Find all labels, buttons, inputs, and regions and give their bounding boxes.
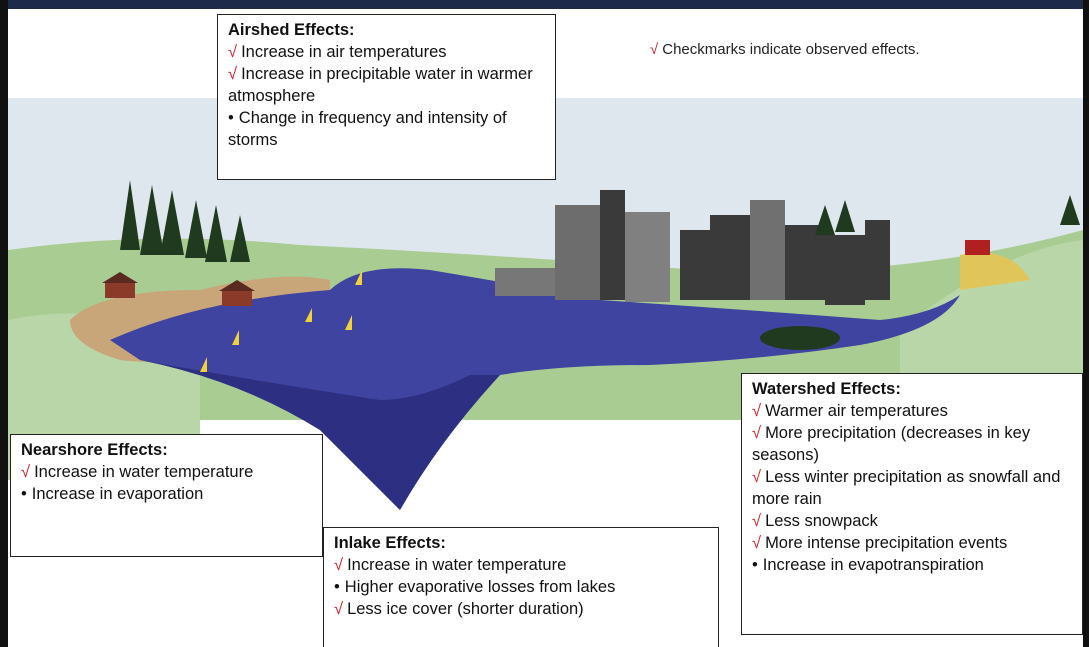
effect-text: More intense precipitation events: [765, 534, 1008, 552]
effect-item: √ Increase in precipitable water in warme…: [228, 63, 545, 107]
effect-item: √ Increase in water temperature: [334, 554, 708, 576]
effect-text: More precipitation (decreases in key sea…: [752, 424, 1031, 464]
box-title: Airshed Effects:: [228, 21, 355, 39]
effect-item: • Increase in evapotranspiration: [752, 554, 1072, 576]
effect-item: √ More intense precipitation events: [752, 532, 1072, 554]
sailboats: [200, 270, 362, 372]
box-title: Inlake Effects:: [334, 534, 446, 552]
effect-item: • Change in frequency and intensity of st…: [228, 107, 545, 151]
lake: [110, 268, 960, 510]
effect-text: Less snowpack: [765, 512, 878, 530]
top-bar: [0, 0, 1089, 9]
check-mark: √: [228, 43, 238, 61]
effect-text: Increase in precipitable water in warmer…: [228, 65, 533, 105]
nearshore-box: Nearshore Effects: √ Increase in water te…: [10, 434, 323, 557]
effect-text: Higher evaporative losses from lakes: [344, 578, 616, 596]
effect-item: √ More precipitation (decreases in key se…: [752, 422, 1072, 466]
note-text: Checkmarks indicate observed effects.: [662, 41, 920, 58]
effect-item: √ Warmer air temperatures: [752, 400, 1072, 422]
box-title: Watershed Effects:: [752, 380, 901, 398]
effect-text: Less ice cover (shorter duration): [347, 600, 584, 618]
effect-item: √ Less ice cover (shorter duration): [334, 598, 708, 620]
effect-item: • Increase in evaporation: [21, 483, 312, 505]
check-mark: √: [228, 65, 238, 83]
effect-item: √ Increase in air temperatures: [228, 41, 545, 63]
airshed-box: Airshed Effects: √ Increase in air temper…: [217, 14, 556, 180]
check-mark: √: [752, 402, 762, 420]
right-edge: [1083, 0, 1089, 647]
houses: [102, 240, 990, 306]
city: [495, 190, 890, 305]
bullet: •: [21, 485, 27, 503]
effect-item: √ Less snowpack: [752, 510, 1072, 532]
legend-note: √ Checkmarks indicate observed effects.: [650, 41, 920, 58]
effect-text: Warmer air temperatures: [765, 402, 948, 420]
check-mark: √: [752, 512, 762, 530]
field: [960, 252, 1030, 290]
inlake-box: Inlake Effects: √ Increase in water tempe…: [323, 527, 719, 647]
effect-text: Less winter precipitation as snowfall an…: [752, 468, 1061, 508]
watershed-box: Watershed Effects: √ Warmer air temperatu…: [741, 373, 1083, 635]
effect-text: Increase in water temperature: [34, 463, 254, 481]
effect-text: Change in frequency and intensity of sto…: [228, 109, 507, 149]
effect-item: √ Less winter precipitation as snowfall a…: [752, 466, 1072, 510]
check-mark: √: [334, 600, 344, 618]
bullet: •: [334, 578, 340, 596]
trees: [120, 180, 1080, 262]
bullet: •: [228, 109, 234, 127]
left-edge: [0, 0, 8, 647]
effect-text: Increase in evapotranspiration: [762, 556, 984, 574]
effect-text: Increase in evaporation: [31, 485, 204, 503]
check-mark: √: [752, 534, 762, 552]
effect-item: √ Increase in water temperature: [21, 461, 312, 483]
bullet: •: [752, 556, 758, 574]
check-mark: √: [21, 463, 31, 481]
effect-text: Increase in water temperature: [347, 556, 567, 574]
check-mark: √: [650, 41, 659, 58]
shrubs: [760, 326, 840, 350]
effect-text: Increase in air temperatures: [241, 43, 447, 61]
check-mark: √: [334, 556, 344, 574]
check-mark: √: [752, 468, 762, 486]
box-title: Nearshore Effects:: [21, 441, 168, 459]
lake-depth: [140, 360, 500, 510]
check-mark: √: [752, 424, 762, 442]
effect-item: • Higher evaporative losses from lakes: [334, 576, 708, 598]
